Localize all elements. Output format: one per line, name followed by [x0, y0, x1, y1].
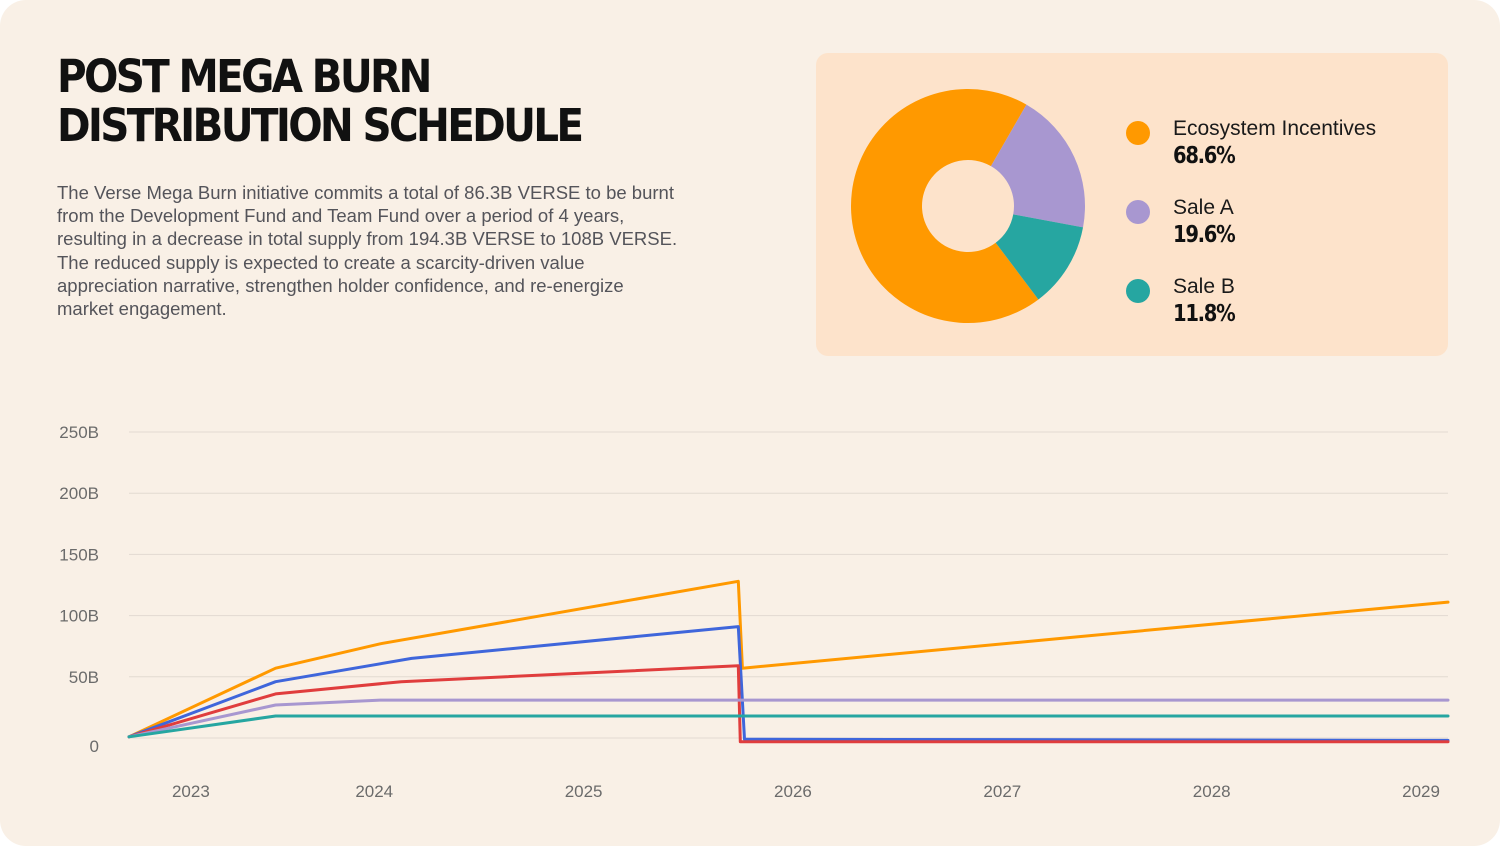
x-tick-label: 2028: [1193, 782, 1231, 801]
y-tick-label: 150B: [59, 545, 99, 564]
y-tick-label: 100B: [59, 607, 99, 626]
legend-label: Ecosystem Incentives: [1173, 117, 1377, 140]
legend-label: Sale B: [1173, 275, 1235, 298]
x-tick-label: 2023: [172, 782, 210, 801]
legend-percent: 68.6%: [1173, 143, 1236, 169]
series-line-red: [127, 664, 1450, 744]
pie-slice-ecosystem-incentives: [851, 89, 1039, 323]
series-line-teal: [127, 714, 1450, 739]
x-tick-label: 2026: [774, 782, 812, 801]
page-title: POST MEGA BURN DISTRIBUTION SCHEDULE: [57, 50, 584, 152]
series-line-purple: [127, 698, 1450, 739]
donut-chart: [851, 89, 1085, 323]
legend-percent: 19.6%: [1173, 222, 1236, 248]
x-tick-label: 2029: [1402, 782, 1440, 801]
legend-percent: 11.8%: [1173, 301, 1236, 327]
series-line-blue: [127, 625, 1450, 742]
legend-dot-icon: [1126, 279, 1150, 303]
title-line-2: DISTRIBUTION SCHEDULE: [57, 99, 584, 152]
legend-dot-icon: [1126, 121, 1150, 145]
legend-label: Sale A: [1173, 196, 1234, 219]
distribution-panel: Ecosystem Incentives 68.6% Sale A 19.6% …: [816, 53, 1448, 356]
description-text: The Verse Mega Burn initiative commits a…: [57, 182, 678, 320]
legend-dot-icon: [1126, 200, 1150, 224]
x-tick-label: 2027: [983, 782, 1021, 801]
pie-slice-sale-a: [990, 104, 1085, 228]
y-tick-label: 250B: [59, 423, 99, 442]
x-tick-label: 2025: [565, 782, 603, 801]
title-line-1: POST MEGA BURN: [57, 50, 432, 103]
series-line-orange: [127, 579, 1450, 739]
y-tick-label: 0: [90, 737, 99, 756]
y-tick-label: 200B: [59, 484, 99, 503]
y-tick-label: 50B: [69, 668, 99, 687]
x-tick-label: 2024: [355, 782, 393, 801]
pie-slice-sale-b: [995, 214, 1084, 300]
